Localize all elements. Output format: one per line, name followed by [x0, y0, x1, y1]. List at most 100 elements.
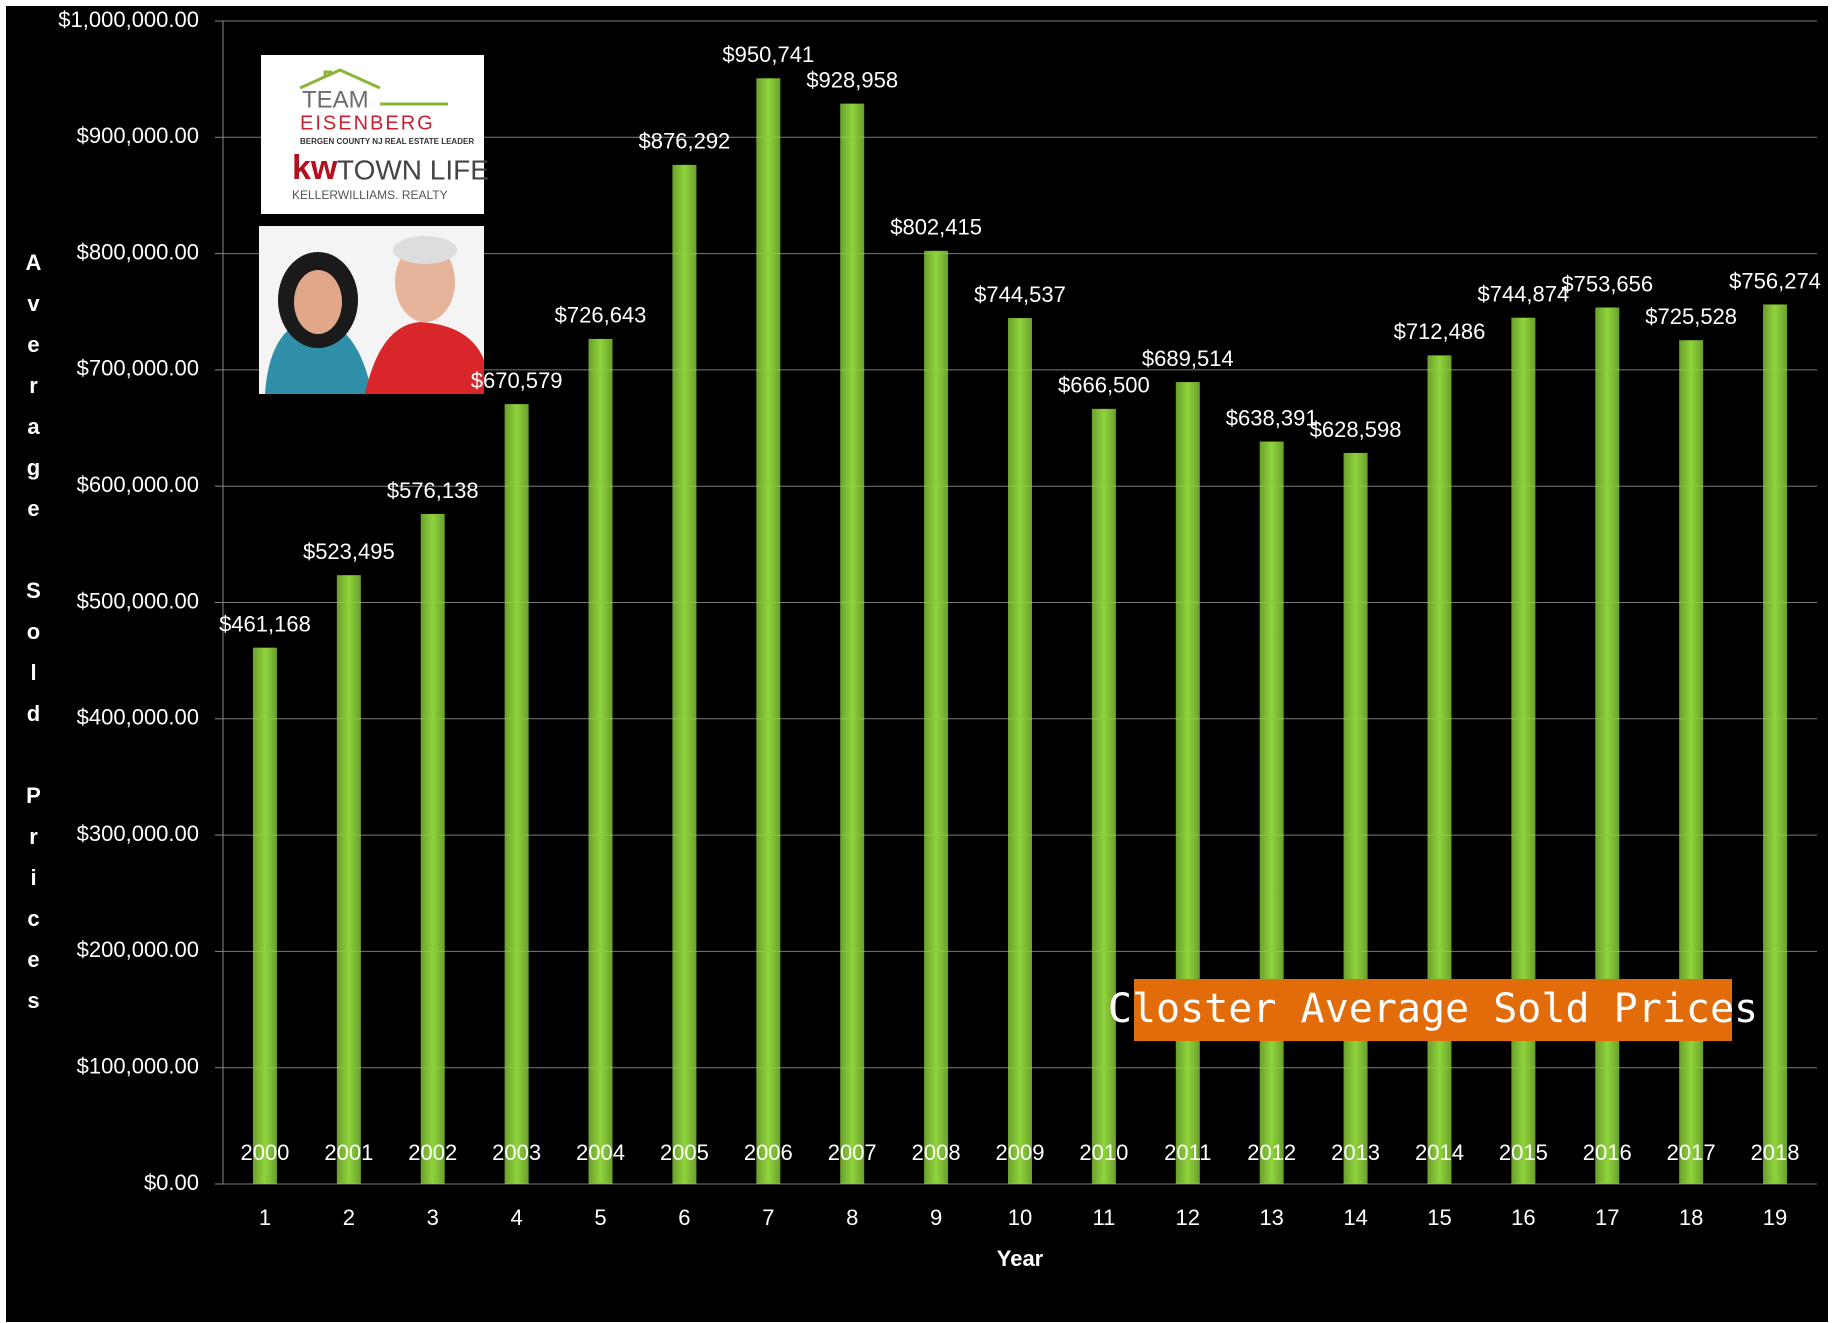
- value-label: $726,643: [555, 303, 647, 328]
- x-tick-label: 1: [259, 1205, 271, 1230]
- logo-team: TEAM: [302, 86, 369, 113]
- value-label: $712,486: [1394, 319, 1486, 344]
- photo-person2: [365, 322, 484, 394]
- bar: [1763, 304, 1788, 1184]
- value-label: $576,138: [387, 478, 479, 503]
- x-tick-label: 10: [1008, 1205, 1032, 1230]
- year-label: 2010: [1079, 1140, 1128, 1165]
- x-tick-label: 15: [1427, 1205, 1451, 1230]
- bar: [1427, 355, 1452, 1184]
- x-tick-label: 19: [1763, 1205, 1787, 1230]
- x-tick-label: 17: [1595, 1205, 1619, 1230]
- y-tick-label: $1,000,000.00: [58, 7, 199, 32]
- x-tick-label: 2: [343, 1205, 355, 1230]
- bar: [672, 164, 697, 1184]
- bar: [1259, 441, 1284, 1184]
- y-tick-label: $500,000.00: [77, 588, 199, 613]
- x-tick-label: 4: [511, 1205, 523, 1230]
- bar: [1175, 382, 1200, 1184]
- logo-company: KELLERWILLIAMS. REALTY: [292, 188, 448, 202]
- logo-tagline: BERGEN COUNTY NJ REAL ESTATE LEADER: [300, 137, 474, 146]
- value-label: $802,415: [890, 215, 982, 240]
- y-tick-label: $100,000.00: [77, 1054, 199, 1079]
- year-label: 2002: [408, 1140, 457, 1165]
- year-label: 2015: [1499, 1140, 1548, 1165]
- bar: [840, 103, 865, 1185]
- year-label: 2016: [1583, 1140, 1632, 1165]
- logo: TEAM EISENBERG BERGEN COUNTY NJ REAL EST…: [259, 55, 489, 394]
- bar: [1343, 452, 1368, 1184]
- x-tick-label: 13: [1259, 1205, 1283, 1230]
- x-tick-label: 16: [1511, 1205, 1535, 1230]
- x-tick-label: 11: [1092, 1205, 1115, 1230]
- year-label: 2007: [828, 1140, 877, 1165]
- y-tick-label: $600,000.00: [77, 472, 199, 497]
- y-tick-label: $300,000.00: [77, 821, 199, 846]
- year-label: 2003: [492, 1140, 541, 1165]
- value-label: $666,500: [1058, 373, 1150, 398]
- x-tick-label: 14: [1343, 1205, 1367, 1230]
- logo-office: TOWN LIFE: [337, 154, 489, 185]
- x-tick-label: 18: [1679, 1205, 1703, 1230]
- logo-name: EISENBERG: [300, 112, 435, 134]
- value-label: $670,579: [471, 368, 563, 393]
- x-tick-label: 12: [1176, 1205, 1200, 1230]
- value-label: $744,537: [974, 282, 1066, 307]
- value-label: $928,958: [806, 67, 898, 92]
- y-axis-label: Average Sold Prices: [21, 250, 46, 1029]
- bar: [1008, 318, 1032, 1184]
- bar: [420, 513, 445, 1184]
- logo-brand: kw: [292, 149, 338, 187]
- photo-face1: [294, 270, 342, 334]
- bar: [756, 78, 781, 1185]
- bar: [1511, 317, 1536, 1184]
- year-label: 2014: [1415, 1140, 1464, 1165]
- year-label: 2004: [576, 1140, 625, 1165]
- chart-title: Closter Average Sold Prices: [1108, 986, 1758, 1032]
- value-label: $523,495: [303, 539, 395, 564]
- year-label: 2006: [744, 1140, 793, 1165]
- year-label: 2013: [1331, 1140, 1380, 1165]
- value-label: $756,274: [1729, 268, 1821, 293]
- year-label: 2001: [324, 1140, 373, 1165]
- year-label: 2009: [996, 1140, 1045, 1165]
- logo-box: [261, 55, 484, 214]
- x-tick-label: 8: [846, 1205, 858, 1230]
- bar: [1679, 340, 1704, 1184]
- value-label: $744,874: [1477, 282, 1569, 307]
- x-tick-label: 5: [594, 1205, 606, 1230]
- y-tick-label: $700,000.00: [77, 356, 199, 381]
- x-tick-label: 7: [762, 1205, 774, 1230]
- bar: [588, 338, 613, 1184]
- x-tick-label: 3: [427, 1205, 439, 1230]
- title-box: [1134, 979, 1732, 1041]
- x-tick-label: 6: [678, 1205, 690, 1230]
- y-tick-label: $900,000.00: [77, 123, 199, 148]
- logo-roof: [299, 68, 381, 90]
- value-label: $689,514: [1142, 346, 1234, 371]
- value-label: $461,168: [219, 611, 311, 636]
- year-label: 2000: [240, 1140, 289, 1165]
- bar: [252, 647, 277, 1184]
- year-label: 2018: [1751, 1140, 1800, 1165]
- y-tick-label: $400,000.00: [77, 705, 199, 730]
- value-label: $876,292: [639, 129, 731, 154]
- year-label: 2011: [1164, 1140, 1211, 1165]
- x-axis-label: Year: [997, 1246, 1044, 1271]
- bars: [252, 78, 1788, 1185]
- x-tick-label: 9: [930, 1205, 942, 1230]
- year-label: 2008: [912, 1140, 961, 1165]
- photo-hair2: [393, 236, 457, 264]
- bar: [336, 575, 361, 1184]
- y-tick-label: $0.00: [144, 1170, 199, 1195]
- value-label: $725,528: [1645, 304, 1737, 329]
- photo-person1: [265, 318, 372, 394]
- year-label: 2017: [1667, 1140, 1716, 1165]
- value-label: $638,391: [1226, 405, 1318, 430]
- bar: [1595, 307, 1620, 1185]
- year-label: 2012: [1247, 1140, 1296, 1165]
- y-tick-label: $200,000.00: [77, 937, 199, 962]
- y-tick-label: $800,000.00: [77, 239, 199, 264]
